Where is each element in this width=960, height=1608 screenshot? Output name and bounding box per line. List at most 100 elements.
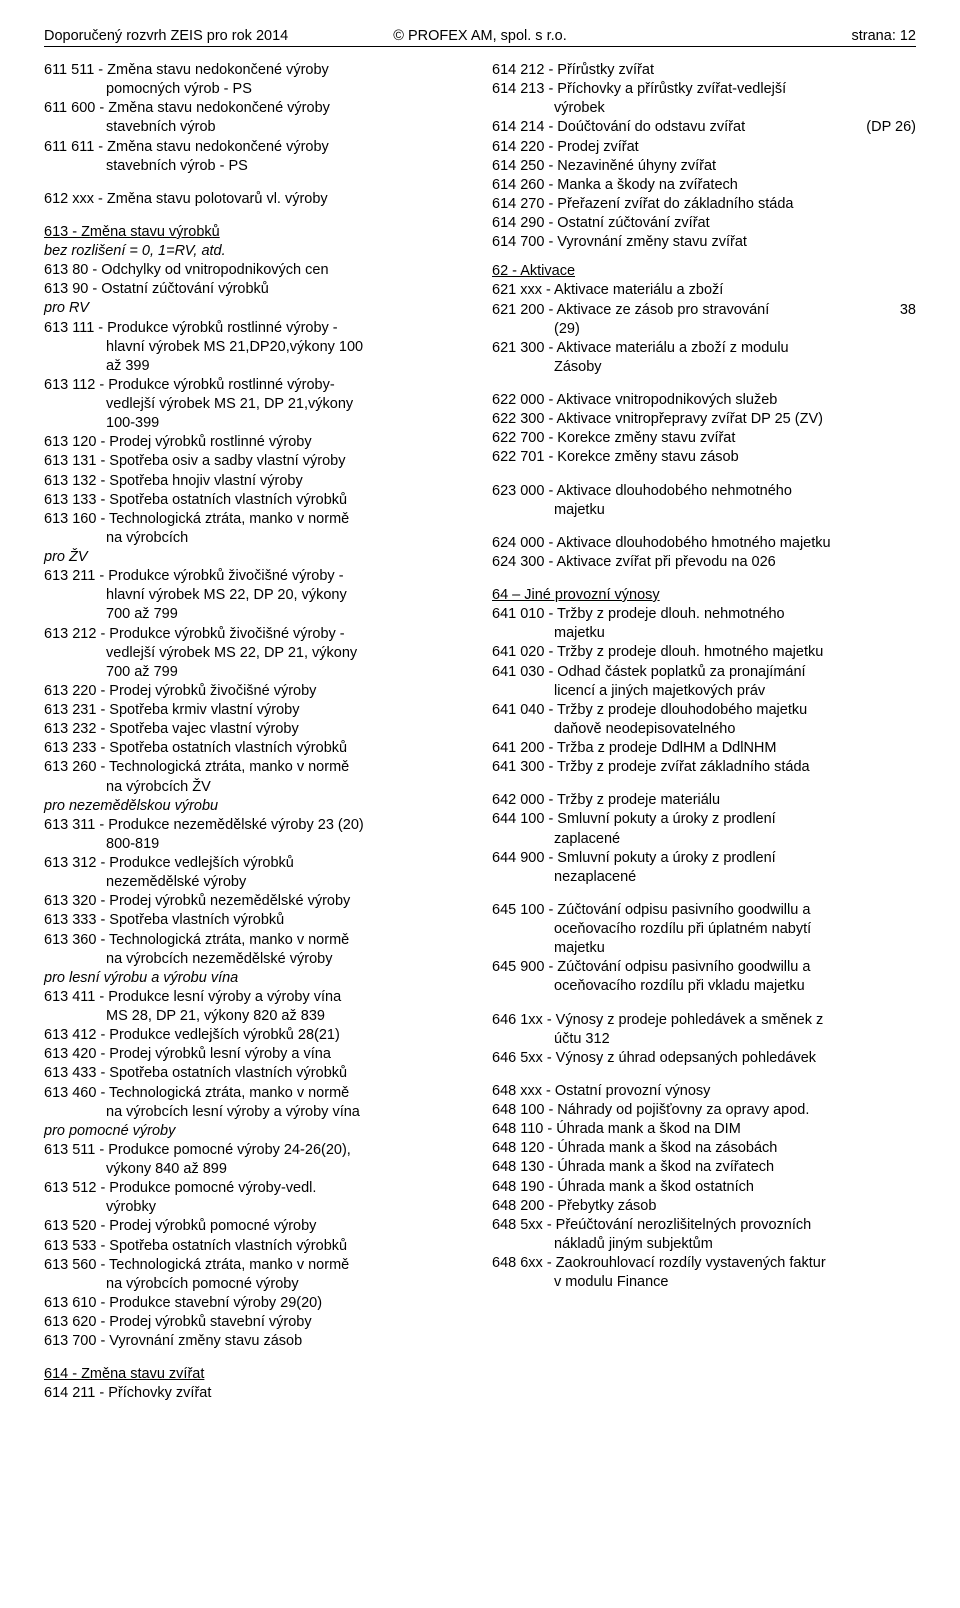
entry-right: (DP 26) bbox=[866, 118, 916, 137]
entry-cont: oceňovacího rozdílu při úplatném nabytí bbox=[492, 920, 916, 939]
entry: 642 000 - Tržby z prodeje materiálu bbox=[492, 791, 916, 810]
entry-with-right: 614 214 - Doúčtování do odstavu zvířat (… bbox=[492, 118, 916, 137]
entry: 646 1xx - Výnosy z prodeje pohledávek a … bbox=[492, 1011, 916, 1030]
entry: 624 000 - Aktivace dlouhodobého hmotného… bbox=[492, 534, 916, 553]
entry-cont: účtu 312 bbox=[492, 1030, 916, 1049]
entry: 614 700 - Vyrovnání změny stavu zvířat bbox=[492, 233, 916, 252]
entry-cont: výrobky bbox=[44, 1198, 468, 1217]
entry: 641 010 - Tržby z prodeje dlouh. nehmotn… bbox=[492, 605, 916, 624]
header-center: © PROFEX AM, spol. s r.o. bbox=[335, 28, 626, 44]
entry: 613 120 - Prodej výrobků rostlinné výrob… bbox=[44, 433, 468, 452]
entry: 613 260 - Technologická ztráta, manko v … bbox=[44, 758, 468, 777]
entry-cont: 100-399 bbox=[44, 414, 468, 433]
entry-cont: výkony 840 až 899 bbox=[44, 1160, 468, 1179]
entry: 613 233 - Spotřeba ostatních vlastních v… bbox=[44, 739, 468, 758]
entry: 613 460 - Technologická ztráta, manko v … bbox=[44, 1084, 468, 1103]
entry: 641 200 - Tržba z prodeje DdlHM a DdlNHM bbox=[492, 739, 916, 758]
spacer bbox=[492, 1068, 916, 1082]
subgroup-label: pro nezemědělskou výrobu bbox=[44, 797, 468, 816]
entry: 613 620 - Prodej výrobků stavební výroby bbox=[44, 1313, 468, 1332]
spacer bbox=[492, 468, 916, 482]
section-heading: 613 - Změna stavu výrobků bbox=[44, 223, 468, 242]
entry: 613 420 - Prodej výrobků lesní výroby a … bbox=[44, 1045, 468, 1064]
entry-cont: v modulu Finance bbox=[492, 1273, 916, 1292]
entry-cont: (29) bbox=[492, 320, 916, 339]
entry: 613 320 - Prodej výrobků nezemědělské vý… bbox=[44, 892, 468, 911]
subgroup-label: pro RV bbox=[44, 299, 468, 318]
entry: 614 290 - Ostatní zúčtování zvířat bbox=[492, 214, 916, 233]
entry: 613 212 - Produkce výrobků živočišné výr… bbox=[44, 625, 468, 644]
entry-text: 621 200 - Aktivace ze zásob pro stravová… bbox=[492, 301, 769, 320]
entry-cont: licencí a jiných majetkových práv bbox=[492, 682, 916, 701]
entry-cont: vedlejší výrobek MS 21, DP 21,výkony bbox=[44, 395, 468, 414]
entry: 614 212 - Přírůstky zvířat bbox=[492, 61, 916, 80]
entry: 613 360 - Technologická ztráta, manko v … bbox=[44, 931, 468, 950]
right-column: 614 212 - Přírůstky zvířat 614 213 - Pří… bbox=[492, 61, 916, 1404]
entry: 648 190 - Úhrada mank a škod ostatních bbox=[492, 1178, 916, 1197]
entry: 613 610 - Produkce stavební výroby 29(20… bbox=[44, 1294, 468, 1313]
entry-cont: nezemědělské výroby bbox=[44, 873, 468, 892]
subgroup-label: pro ŽV bbox=[44, 548, 468, 567]
entry-cont: majetku bbox=[492, 939, 916, 958]
entry-cont: na výrobcích bbox=[44, 529, 468, 548]
entry-cont: majetku bbox=[492, 501, 916, 520]
entry: 613 411 - Produkce lesní výroby a výroby… bbox=[44, 988, 468, 1007]
entry: 622 300 - Aktivace vnitropřepravy zvířat… bbox=[492, 410, 916, 429]
entry: 646 5xx - Výnosy z úhrad odepsaných pohl… bbox=[492, 1049, 916, 1068]
subgroup-label: pro pomocné výroby bbox=[44, 1122, 468, 1141]
entry: 613 512 - Produkce pomocné výroby-vedl. bbox=[44, 1179, 468, 1198]
entry-cont: až 399 bbox=[44, 357, 468, 376]
header-right: strana: 12 bbox=[625, 28, 916, 44]
entry: 648 6xx - Zaokrouhlovací rozdíly vystave… bbox=[492, 1254, 916, 1273]
entry-cont: nezaplacené bbox=[492, 868, 916, 887]
entry-cont: 800-819 bbox=[44, 835, 468, 854]
entry: 641 030 - Odhad částek poplatků za prona… bbox=[492, 663, 916, 682]
entry: 648 xxx - Ostatní provozní výnosy bbox=[492, 1082, 916, 1101]
entry: 614 220 - Prodej zvířat bbox=[492, 138, 916, 157]
entry: 621 300 - Aktivace materiálu a zboží z m… bbox=[492, 339, 916, 358]
entry-with-right: 621 200 - Aktivace ze zásob pro stravová… bbox=[492, 301, 916, 320]
entry: 613 132 - Spotřeba hnojiv vlastní výroby bbox=[44, 472, 468, 491]
header-left: Doporučený rozvrh ZEIS pro rok 2014 bbox=[44, 28, 335, 44]
entry-cont: oceňovacího rozdílu při vkladu majetku bbox=[492, 977, 916, 996]
spacer bbox=[492, 777, 916, 791]
entry-cont: hlavní výrobek MS 22, DP 20, výkony bbox=[44, 586, 468, 605]
entry-cont: stavebních výrob bbox=[44, 118, 468, 137]
entry: 613 333 - Spotřeba vlastních výrobků bbox=[44, 911, 468, 930]
entry: 613 111 - Produkce výrobků rostlinné výr… bbox=[44, 319, 468, 338]
entry: 641 020 - Tržby z prodeje dlouh. hmotnéh… bbox=[492, 643, 916, 662]
entry: 648 200 - Přebytky zásob bbox=[492, 1197, 916, 1216]
entry: 648 5xx - Přeúčtování nerozlišitelných p… bbox=[492, 1216, 916, 1235]
entry-cont: stavebních výrob - PS bbox=[44, 157, 468, 176]
entry: 613 133 - Spotřeba ostatních vlastních v… bbox=[44, 491, 468, 510]
entry: 648 110 - Úhrada mank a škod na DIM bbox=[492, 1120, 916, 1139]
entry-cont: Zásoby bbox=[492, 358, 916, 377]
entry-cont: pomocných výrob - PS bbox=[44, 80, 468, 99]
entry-text: 614 214 - Doúčtování do odstavu zvířat bbox=[492, 118, 745, 137]
header-rule bbox=[44, 46, 916, 47]
entry: 613 90 - Ostatní zúčtování výrobků bbox=[44, 280, 468, 299]
entry: 613 232 - Spotřeba vajec vlastní výroby bbox=[44, 720, 468, 739]
entry: 613 520 - Prodej výrobků pomocné výroby bbox=[44, 1217, 468, 1236]
entry: 612 xxx - Změna stavu polotovarů vl. výr… bbox=[44, 190, 468, 209]
section-heading: 614 - Změna stavu zvířat bbox=[44, 1365, 468, 1384]
entry: 613 211 - Produkce výrobků živočišné výr… bbox=[44, 567, 468, 586]
entry: 613 220 - Prodej výrobků živočišné výrob… bbox=[44, 682, 468, 701]
entry: 613 433 - Spotřeba ostatních vlastních v… bbox=[44, 1064, 468, 1083]
entry-cont: nákladů jiným subjektům bbox=[492, 1235, 916, 1254]
entry: 641 300 - Tržby z prodeje zvířat základn… bbox=[492, 758, 916, 777]
entry: 613 312 - Produkce vedlejších výrobků bbox=[44, 854, 468, 873]
entry-right: 38 bbox=[900, 301, 916, 320]
entry-cont: zaplacené bbox=[492, 830, 916, 849]
page-header: Doporučený rozvrh ZEIS pro rok 2014 © PR… bbox=[44, 28, 916, 44]
entry-cont: na výrobcích nezemědělské výroby bbox=[44, 950, 468, 969]
entry: 613 412 - Produkce vedlejších výrobků 28… bbox=[44, 1026, 468, 1045]
entry: 641 040 - Tržby z prodeje dlouhodobého m… bbox=[492, 701, 916, 720]
spacer bbox=[44, 1351, 468, 1365]
entry: 621 xxx - Aktivace materiálu a zboží bbox=[492, 281, 916, 300]
entry-cont: 700 až 799 bbox=[44, 663, 468, 682]
entry: 648 130 - Úhrada mank a škod na zvířatec… bbox=[492, 1158, 916, 1177]
spacer bbox=[492, 997, 916, 1011]
entry: 614 250 - Nezaviněné úhyny zvířat bbox=[492, 157, 916, 176]
spacer bbox=[492, 520, 916, 534]
